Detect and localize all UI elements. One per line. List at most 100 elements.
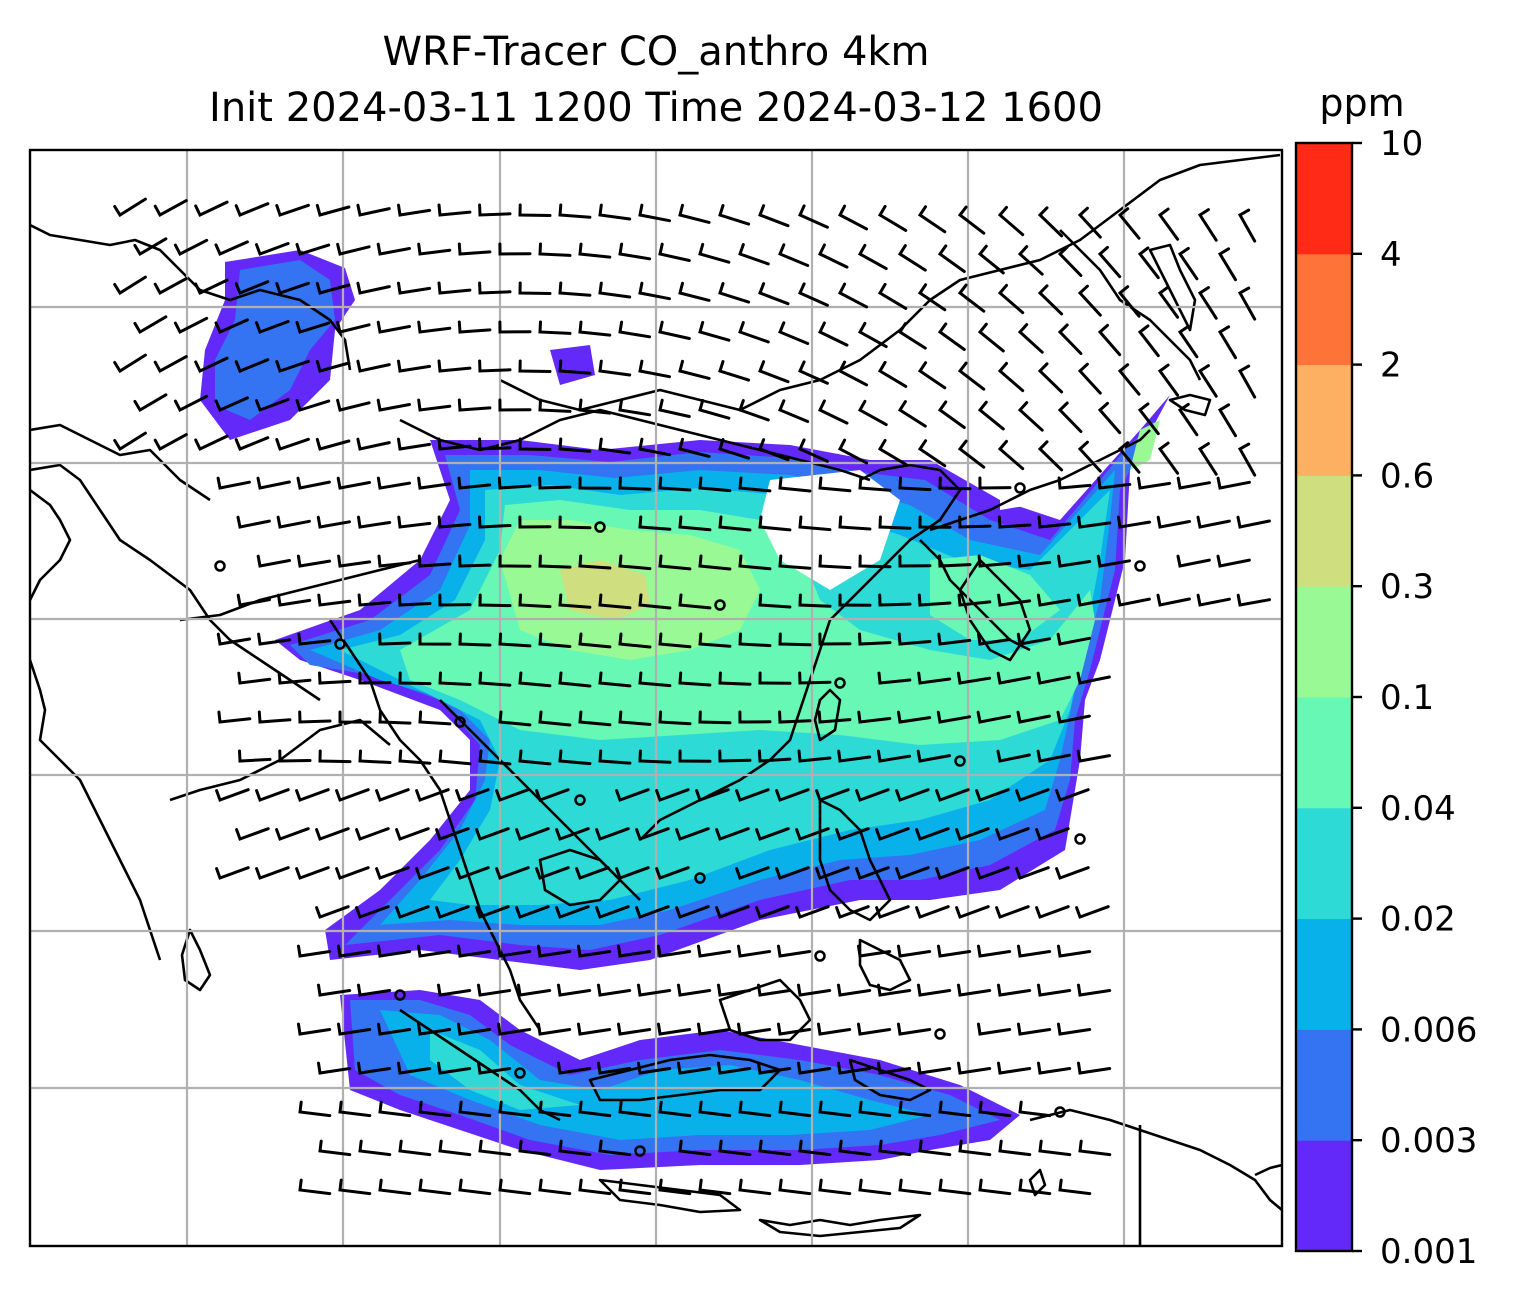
wind-barb (1197, 364, 1218, 398)
wind-barb (878, 1139, 912, 1157)
wind-barb (698, 632, 732, 648)
wind-barb (578, 242, 612, 259)
wind-barb (438, 1139, 472, 1157)
wind-barb (718, 671, 752, 686)
wind-calm-marker (714, 599, 726, 611)
wind-barb (234, 436, 270, 451)
wind-barb (437, 203, 472, 217)
wind-barb (1237, 286, 1257, 321)
wind-barb (537, 944, 572, 958)
wind-barb (1237, 364, 1257, 399)
wind-calm-marker (814, 950, 826, 962)
wind-barb (635, 905, 670, 919)
wind-barb (236, 593, 271, 607)
wind-barb (735, 866, 770, 880)
wind-barb (357, 983, 392, 997)
coastline-path (30, 488, 72, 601)
wind-barb (518, 671, 552, 688)
wind-barb (898, 1178, 932, 1196)
wind-barb (518, 515, 552, 529)
wind-barb (837, 983, 872, 997)
wind-barb (778, 243, 810, 267)
wind-barb (1117, 441, 1141, 474)
wind-barb (698, 710, 732, 725)
wind-barb (1177, 246, 1199, 281)
coastline-path (1028, 1168, 1047, 1197)
wind-barb (296, 476, 331, 490)
wind-barb (518, 593, 552, 609)
wind-barb (295, 788, 330, 802)
wind-barb (698, 554, 732, 571)
wind-barb (1077, 206, 1102, 239)
coastline-path (598, 1178, 742, 1214)
wind-barb (1137, 324, 1160, 358)
wind-barb (358, 1139, 392, 1157)
wind-barb (1076, 671, 1111, 685)
wind-barb (458, 554, 492, 568)
wind-barb (898, 554, 932, 568)
wind-barb (1016, 632, 1051, 646)
wind-barb (1097, 323, 1122, 357)
wind-barb (457, 398, 492, 412)
wind-barb (977, 400, 1005, 431)
wind-barb (1035, 905, 1070, 919)
wind-barb (317, 1061, 352, 1075)
wind-barb (1057, 323, 1083, 355)
wind-barb (153, 199, 188, 218)
wind-barb (897, 244, 927, 272)
wind-calm-marker (1054, 1106, 1066, 1118)
wind-barb (818, 1178, 852, 1196)
wind-barb (598, 359, 632, 377)
colorbar-tick-label: 0.02 (1380, 900, 1456, 940)
chart-title: WRF-Tracer CO_anthro 4km (382, 29, 930, 75)
wind-barb (918, 1139, 952, 1157)
wind-barb (595, 905, 630, 919)
wind-barb (438, 671, 472, 686)
wind-barb (678, 203, 711, 224)
wind-barb (1176, 554, 1211, 568)
wind-barb (977, 322, 1005, 353)
wind-barb (398, 749, 432, 765)
wind-barb (878, 593, 912, 607)
wind-barb (897, 322, 927, 350)
wind-barb (977, 554, 1012, 568)
wind-calm-marker (634, 1145, 646, 1157)
wind-barb (437, 1061, 472, 1075)
wind-barb (1017, 944, 1052, 958)
wind-barb (378, 1178, 412, 1196)
wind-barb (898, 476, 932, 492)
wind-barb (895, 866, 930, 880)
colorbar-tick-label: 2 (1380, 346, 1402, 386)
wind-barb (738, 399, 770, 422)
wind-barb (336, 476, 371, 490)
wind-barb (938, 1100, 972, 1118)
wind-barb (235, 827, 270, 841)
wind-barb (234, 202, 270, 217)
wind-barb (935, 866, 970, 880)
wind-barb (718, 749, 752, 763)
wind-barb (518, 749, 552, 766)
plume-gap (1000, 410, 1140, 510)
wind-barb (916, 749, 951, 763)
wind-barb (598, 1139, 632, 1157)
coastline-path (538, 848, 622, 907)
wind-calm-marker (394, 989, 406, 1001)
wind-barb (133, 315, 168, 335)
colorbar-segment (1296, 918, 1352, 1030)
wind-barb (957, 1061, 992, 1075)
coastline-path (1168, 393, 1212, 417)
wind-barb (1017, 1022, 1052, 1036)
colorbar-tick-label: 10 (1380, 124, 1423, 164)
wind-barb (938, 554, 972, 568)
wind-barb (878, 515, 912, 530)
colorbar-segment (1296, 1029, 1352, 1141)
wind-barb (1157, 285, 1180, 319)
wind-barb (438, 593, 472, 607)
wind-barb (478, 281, 512, 295)
wind-barb (338, 710, 372, 724)
wind-barb (417, 944, 452, 958)
wind-barb (897, 400, 927, 428)
wind-barb (298, 1100, 332, 1118)
coastline-path (1148, 243, 1197, 332)
wind-barb (578, 632, 612, 649)
